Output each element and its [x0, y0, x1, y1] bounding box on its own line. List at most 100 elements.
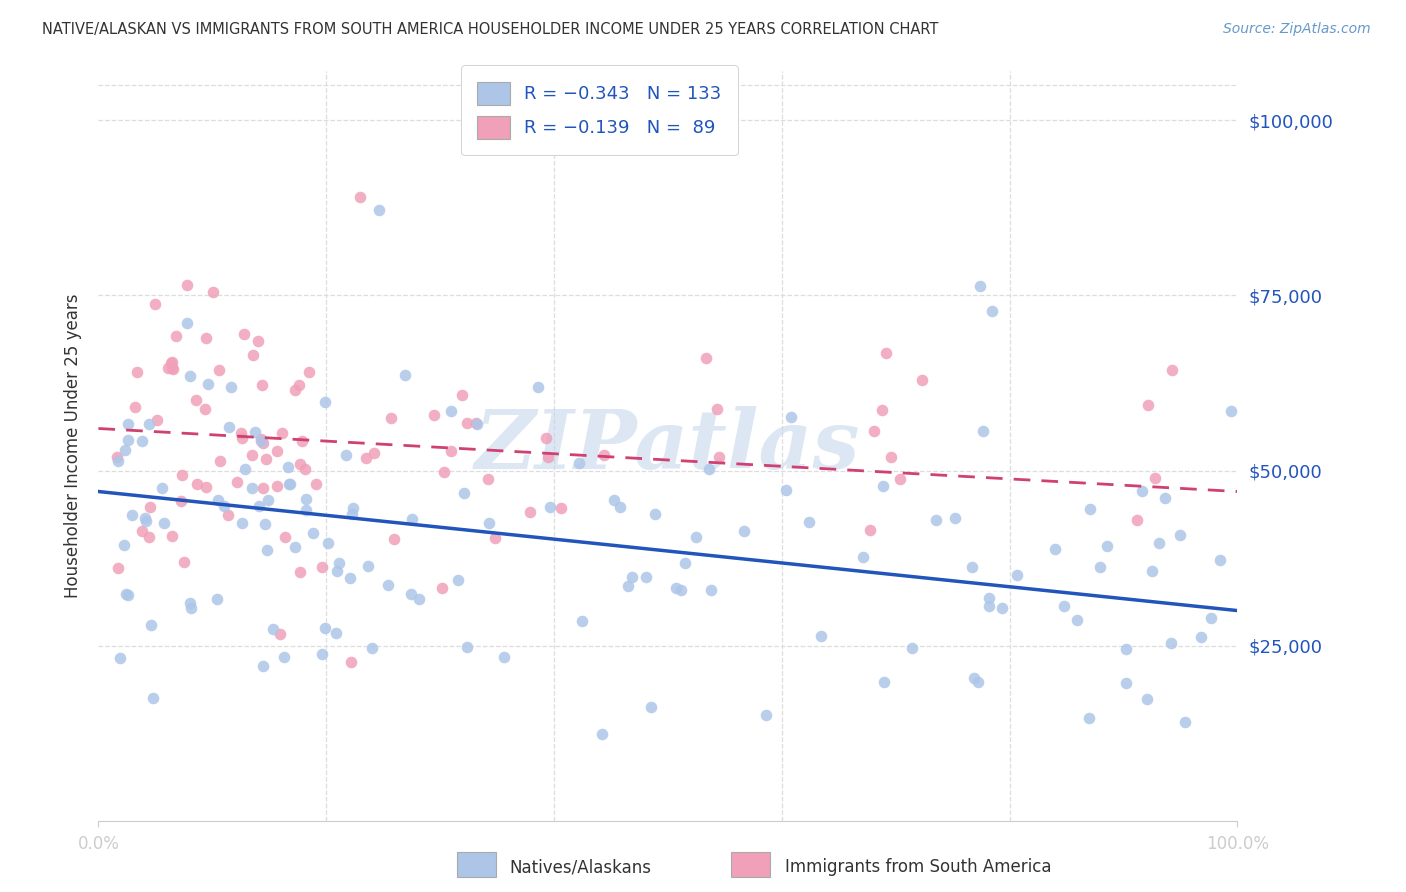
Text: ZIPatlas: ZIPatlas [475, 406, 860, 486]
Point [295, 491, 318, 506]
Point [430, 582, 453, 596]
Point [195, 331, 218, 345]
Point [131, 434, 153, 448]
Point [484, 531, 506, 545]
Point [1154, 491, 1177, 505]
Point [863, 424, 886, 438]
Point [361, 640, 384, 655]
Point [134, 510, 156, 524]
Point [1174, 715, 1197, 730]
Point [271, 425, 294, 440]
Point [1052, 599, 1074, 613]
Point [1125, 513, 1147, 527]
Point [780, 409, 803, 424]
Point [197, 377, 219, 392]
Point [536, 432, 558, 446]
Point [962, 671, 984, 685]
Point [208, 363, 231, 377]
Point [205, 591, 228, 606]
Point [465, 417, 488, 431]
Point [273, 649, 295, 664]
Point [335, 448, 357, 462]
Point [925, 513, 948, 527]
Point [138, 530, 160, 544]
Point [295, 502, 318, 516]
Text: Natives/Alaskans: Natives/Alaskans [509, 858, 651, 876]
Point [217, 508, 239, 522]
Point [242, 349, 264, 363]
Point [221, 379, 243, 393]
Point [969, 279, 991, 293]
Text: Immigrants from South America: Immigrants from South America [785, 858, 1052, 876]
Point [1144, 471, 1167, 485]
Point [117, 433, 139, 447]
Point [186, 476, 208, 491]
Point [156, 361, 179, 376]
Point [872, 479, 894, 493]
Point [695, 351, 717, 366]
Point [316, 536, 339, 550]
Point [298, 366, 321, 380]
Point [593, 448, 616, 462]
Point [433, 465, 456, 479]
Point [257, 493, 280, 508]
Point [616, 579, 638, 593]
Point [1130, 483, 1153, 498]
Legend: R = −0.343   N = 133, R = −0.139   N =  89: R = −0.343 N = 133, R = −0.139 N = 89 [461, 65, 738, 155]
Point [231, 431, 253, 445]
Point [669, 582, 692, 597]
Point [246, 334, 269, 349]
Point [326, 564, 349, 578]
Point [456, 416, 478, 430]
Point [972, 424, 994, 438]
Point [911, 373, 934, 387]
Y-axis label: Householder Income Under 25 years: Householder Income Under 25 years [63, 293, 82, 599]
Point [408, 591, 430, 606]
Point [1137, 398, 1160, 412]
Point [284, 540, 307, 554]
Point [291, 434, 314, 448]
Point [447, 573, 470, 587]
Point [1136, 692, 1159, 706]
Point [685, 530, 707, 544]
Point [591, 727, 613, 741]
Point [733, 524, 755, 538]
Point [852, 549, 875, 564]
Point [706, 401, 728, 416]
Point [1066, 613, 1088, 627]
Point [262, 622, 284, 636]
Point [1199, 611, 1222, 625]
Point [342, 500, 364, 515]
Point [537, 450, 560, 464]
Point [1147, 536, 1170, 550]
Point [117, 588, 139, 602]
Point [382, 532, 405, 546]
Point [401, 512, 423, 526]
Point [194, 401, 217, 416]
Point [439, 404, 461, 418]
Point [256, 543, 278, 558]
Point [697, 462, 720, 476]
Point [1088, 559, 1111, 574]
Point [176, 317, 198, 331]
Point [240, 481, 263, 495]
Point [634, 570, 657, 584]
Point [873, 674, 896, 689]
Point [311, 647, 333, 661]
Point [644, 507, 666, 521]
Point [150, 481, 173, 495]
Point [231, 516, 253, 530]
Point [131, 524, 153, 538]
Point [170, 467, 193, 482]
Point [179, 596, 201, 610]
Point [977, 591, 1000, 606]
Point [394, 368, 416, 382]
Point [138, 417, 160, 431]
Point [288, 565, 311, 579]
Point [538, 500, 561, 514]
Point [1140, 565, 1163, 579]
Point [665, 581, 688, 595]
Point [1078, 711, 1101, 725]
Point [603, 492, 626, 507]
Point [250, 432, 273, 446]
